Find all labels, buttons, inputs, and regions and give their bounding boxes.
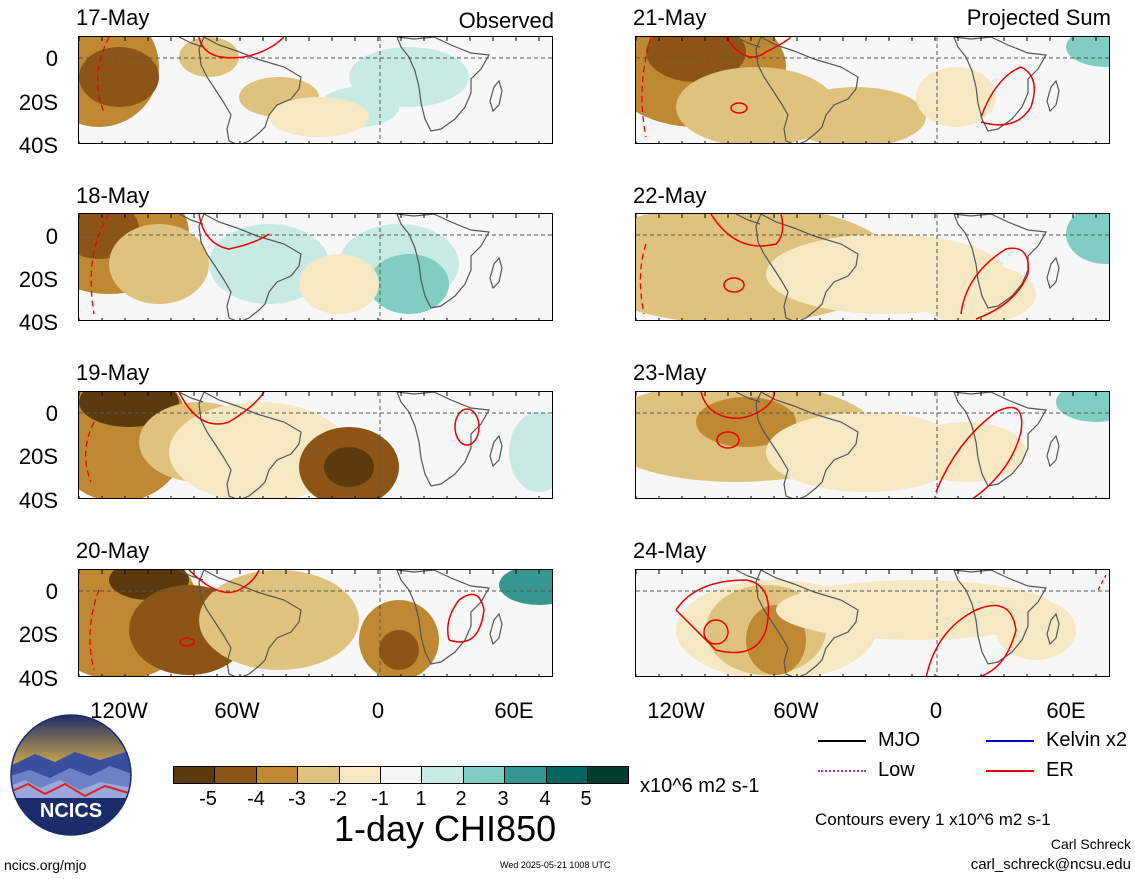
colorbar-swatch <box>255 766 299 784</box>
legend-label-kelvin: Kelvin x2 <box>1046 729 1128 751</box>
panel-date-obs-3: 19-May <box>76 360 150 385</box>
legend-swatch-mjo <box>818 740 866 742</box>
author: Carl Schreck <box>1050 836 1131 852</box>
panel-date-obs-2: 18-May <box>76 183 150 208</box>
observed-label: Observed <box>458 8 554 33</box>
observed-map-panel <box>78 391 553 499</box>
colorbar-swatch <box>504 766 547 784</box>
lat-label-40s: 40S <box>18 666 58 691</box>
colorbar-swatch <box>462 766 506 784</box>
lat-label-40s: 40S <box>18 310 58 335</box>
legend-label-low: Low <box>878 759 915 781</box>
website: ncics.org/mjo <box>4 857 87 873</box>
lon-label-60w: 60W <box>214 698 260 723</box>
lon-label-60e: 60E <box>1046 698 1086 723</box>
colorbar-tick: -4 <box>247 788 265 810</box>
lon-label-120w: 120W <box>90 698 148 723</box>
timestamp: Wed 2025-05-21 1008 UTC <box>500 860 611 870</box>
lat-label-20s: 20S <box>18 267 58 292</box>
projected-map-panel <box>635 213 1110 321</box>
panel-date-obs-1: 17-May <box>76 5 150 30</box>
colorbar-swatch <box>173 766 216 784</box>
panel-date-proj-1: 21-May <box>633 5 707 30</box>
colorbar-tick: 4 <box>539 788 551 810</box>
observed-map-panel <box>78 213 553 321</box>
logo-text: NCICS <box>40 800 102 822</box>
panel-date-obs-4: 20-May <box>76 538 150 563</box>
panel-date-proj-2: 22-May <box>633 183 707 208</box>
observed-map-panel <box>78 36 553 144</box>
legend-swatch-kelvin <box>986 740 1034 742</box>
legend-label-mjo: MJO <box>878 729 921 751</box>
ncics-logo: NCICS <box>10 714 132 836</box>
lat-label-0: 0 <box>45 224 58 249</box>
colorbar-tick: 2 <box>455 788 467 810</box>
colorbar-tick: -2 <box>329 788 347 810</box>
lat-label-0: 0 <box>45 401 58 426</box>
projected-map-panel <box>635 391 1110 499</box>
lat-label-20s: 20S <box>18 444 58 469</box>
lon-label-0: 0 <box>929 698 943 723</box>
colorbar-tick: 1 <box>415 788 427 810</box>
colorbar-swatch <box>380 766 423 784</box>
colorbar-swatch <box>421 766 464 784</box>
legend-label-er: ER <box>1046 759 1074 781</box>
colorbar-units: x10^6 m2 s-1 <box>640 775 760 797</box>
colorbar-tick: 5 <box>580 788 592 810</box>
lon-label-0: 0 <box>371 698 385 723</box>
colorbar-swatch <box>297 766 340 784</box>
colorbar-swatch <box>214 766 257 784</box>
legend-swatch-er <box>986 770 1034 772</box>
lon-label-60w: 60W <box>773 698 819 723</box>
panel-date-proj-4: 24-May <box>633 538 707 563</box>
lon-label-60e: 60E <box>494 698 534 723</box>
lat-label-20s: 20S <box>18 622 58 647</box>
panel-date-proj-3: 23-May <box>633 360 707 385</box>
colorbar-swatch <box>338 766 381 784</box>
colorbar-tick: 3 <box>497 788 509 810</box>
legend-swatch-low <box>818 770 866 772</box>
lat-label-40s: 40S <box>18 488 58 513</box>
colorbar-swatch <box>587 766 630 784</box>
figure-title: 1-day CHI850 <box>334 808 557 849</box>
lon-label-120w: 120W <box>647 698 705 723</box>
contour-note: Contours every 1 x10^6 m2 s-1 <box>815 810 1051 829</box>
lat-label-20s: 20S <box>18 90 58 115</box>
colorbar-swatch <box>545 766 588 784</box>
lat-label-0: 0 <box>45 46 58 71</box>
lat-label-40s: 40S <box>18 133 58 158</box>
observed-map-panel <box>78 569 553 677</box>
author-email: carl_schreck@ncsu.edu <box>970 856 1131 873</box>
colorbar-tick: -5 <box>199 788 217 810</box>
colorbar-tick: -3 <box>288 788 306 810</box>
projected-label: Projected Sum <box>966 5 1111 30</box>
lat-label-0: 0 <box>45 579 58 604</box>
projected-map-panel <box>635 569 1110 677</box>
projected-map-panel <box>635 36 1110 144</box>
colorbar-tick: -1 <box>371 788 389 810</box>
